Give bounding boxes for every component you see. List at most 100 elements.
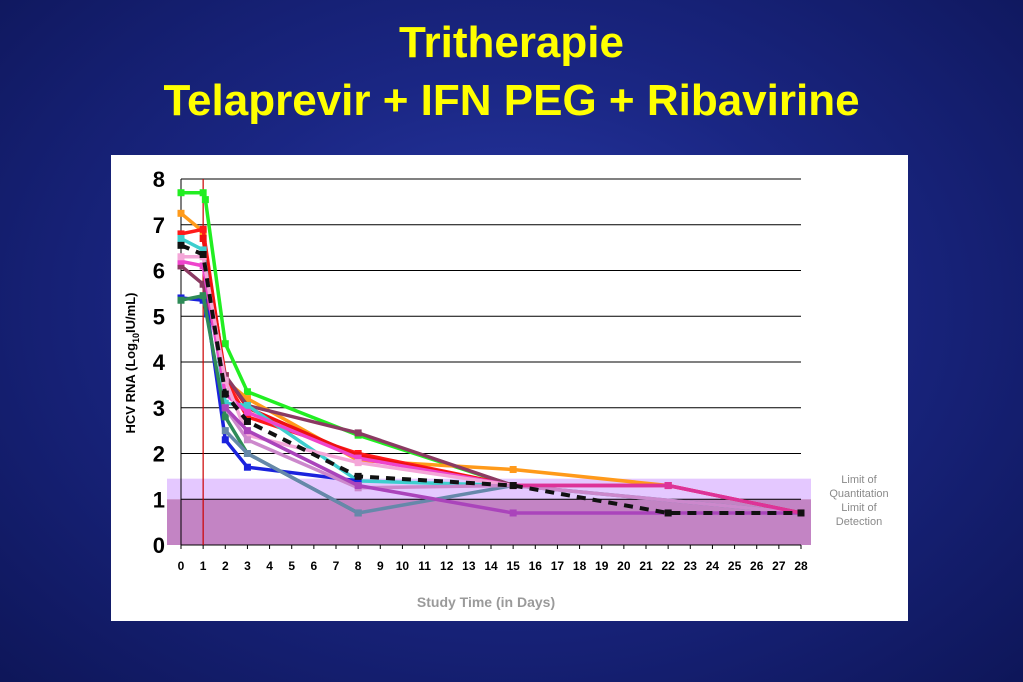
series-5-point-2 (221, 399, 229, 407)
x-tick-label-9: 9 (377, 559, 384, 573)
series-5-point-3 (243, 401, 251, 409)
series-12-point-0 (221, 404, 229, 412)
series-11-point-1 (243, 436, 251, 444)
y-axis-label: HCV RNA (Log10IU/mL) (123, 293, 141, 434)
series-0-point-1 (199, 189, 207, 197)
y-tick-label-5: 5 (153, 304, 165, 329)
x-tick-label-26: 26 (750, 559, 764, 573)
x-tick-label-28: 28 (794, 559, 808, 573)
series-14-point-4 (354, 472, 362, 480)
x-tick-label-15: 15 (506, 559, 520, 573)
x-tick-label-7: 7 (333, 559, 340, 573)
band-label-0-line-0: Limit of (841, 474, 877, 486)
x-tick-label-13: 13 (462, 559, 476, 573)
gridlines (181, 178, 801, 500)
series-line-4 (179, 264, 515, 488)
band-labels: Limit of Quantitation Limit of Detection (829, 474, 888, 528)
y-axis-label-main: HCV RNA (Log (123, 343, 138, 434)
series-4-point-4 (354, 429, 362, 437)
y-tick-label-6: 6 (153, 259, 165, 284)
series-12-point-2 (354, 482, 362, 490)
chart-panel: 0 1 2 3 4 5 6 7 8 0 1 2 3 4 5 6 7 8 9 10 11 12 13 14 15 16 17 18 19 2… (111, 155, 908, 621)
x-tick-label-17: 17 (551, 559, 565, 573)
x-tick-label-27: 27 (772, 559, 786, 573)
series-2-point-3 (243, 413, 251, 421)
chart-title: Tritherapie (399, 18, 624, 67)
x-tick-label-22: 22 (661, 559, 675, 573)
series-8-point-2 (354, 509, 362, 517)
series-0-point-4 (243, 388, 251, 396)
series-0-point-2 (201, 196, 209, 204)
series-1-point-3 (243, 395, 251, 403)
series-8-point-0 (221, 427, 229, 435)
x-tick-label-1: 1 (200, 559, 207, 573)
x-tick-label-18: 18 (573, 559, 587, 573)
band-1 (167, 499, 811, 545)
series-7-point-2 (221, 413, 229, 421)
band-label-1-line-1: Detection (836, 516, 882, 528)
series-14-point-2 (221, 390, 229, 398)
series-12-point-1 (243, 427, 251, 435)
series-line-2 (179, 227, 515, 488)
series-9-point-4 (354, 454, 362, 462)
x-tick-label-2: 2 (222, 559, 229, 573)
x-tick-label-14: 14 (484, 559, 498, 573)
series-line-14 (180, 243, 801, 515)
series-10-point-2 (221, 376, 229, 384)
series-14-point-3 (243, 417, 251, 425)
series-9-point-0 (177, 257, 185, 265)
series-9-point-3 (243, 408, 251, 416)
y-tick-label-7: 7 (153, 213, 165, 238)
series-10-point-3 (243, 431, 251, 439)
series-3-point-0 (199, 234, 207, 242)
y-tick-label-0: 0 (153, 533, 165, 558)
series-0-point-3 (221, 340, 229, 348)
series-line-9 (179, 259, 670, 488)
y-tick-label-4: 4 (153, 350, 166, 375)
x-tick-label-19: 19 (595, 559, 609, 573)
series-5-point-1 (199, 246, 207, 254)
x-tick-label-5: 5 (288, 559, 295, 573)
series-14-point-6 (664, 509, 672, 517)
series-5-point-0 (177, 234, 185, 242)
x-tick-label-16: 16 (529, 559, 543, 573)
x-tick-label-21: 21 (639, 559, 653, 573)
x-tick-label-25: 25 (728, 559, 742, 573)
series-4-point-0 (177, 262, 185, 270)
y-tick-label-2: 2 (153, 442, 165, 467)
series-6-point-3 (221, 436, 229, 444)
y-axis-label-unit: IU/mL) (123, 293, 138, 333)
x-tick-label-23: 23 (684, 559, 698, 573)
series-10-point-0 (177, 253, 185, 261)
band-label-0-line-1: Quantitation (829, 488, 888, 500)
series-6-point-5 (354, 477, 362, 485)
series-6-point-4 (243, 463, 251, 471)
x-tick-label-10: 10 (396, 559, 410, 573)
series-8-point-1 (243, 450, 251, 457)
series-0-point-0 (177, 189, 185, 197)
x-tick-label-20: 20 (617, 559, 631, 573)
series-7-point-1 (199, 292, 207, 300)
x-tick-label-3: 3 (244, 559, 251, 573)
series-2-point-1 (199, 225, 207, 233)
x-tick-label-24: 24 (706, 559, 720, 573)
series-lines (177, 189, 805, 517)
series-14-point-5 (509, 482, 517, 490)
series-1-point-0 (177, 209, 185, 217)
series-1-point-5 (509, 466, 517, 474)
chart-subtitle: Telaprevir + IFN PEG + Ribavirine (163, 76, 860, 125)
series-7-point-0 (177, 296, 185, 304)
x-tick-label-8: 8 (355, 559, 362, 573)
band-label-1-line-0: Limit of (841, 502, 877, 514)
series-14-point-7 (797, 509, 805, 517)
series-2-point-0 (177, 230, 185, 238)
series-line-1 (179, 211, 670, 488)
series-13-point-1 (664, 482, 672, 490)
series-4-point-1 (199, 280, 207, 288)
y-tick-label-8: 8 (153, 167, 165, 192)
x-tick-label-0: 0 (178, 559, 185, 573)
series-14-point-0 (177, 241, 185, 249)
y-tick-label-3: 3 (153, 396, 165, 421)
